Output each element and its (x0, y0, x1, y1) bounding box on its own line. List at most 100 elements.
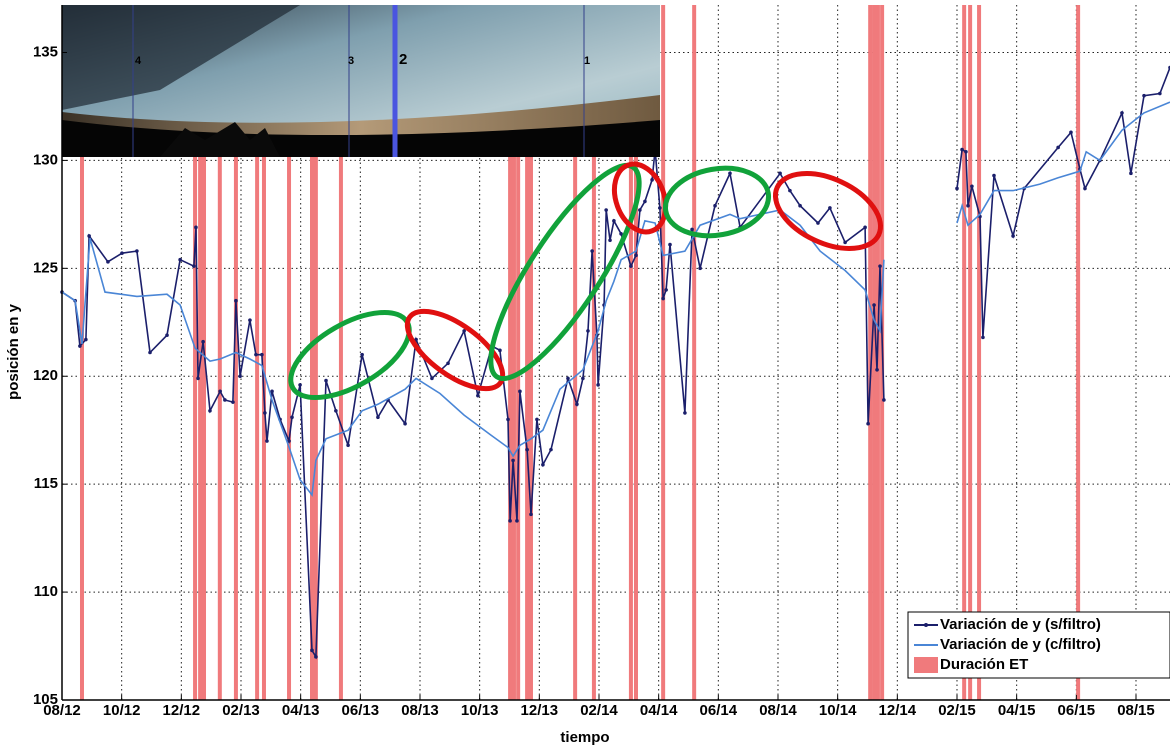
x-tick-label: 04/15 (998, 702, 1036, 719)
x-tick-label: 12/14 (879, 702, 917, 719)
point (430, 376, 434, 381)
event-band (633, 5, 638, 700)
point (78, 344, 82, 348)
point (1056, 145, 1060, 150)
point (310, 648, 314, 653)
point (535, 417, 539, 422)
point (1011, 234, 1015, 238)
event-band (573, 5, 578, 700)
point (1083, 186, 1087, 191)
oval (404, 308, 506, 392)
y-tick-label: 125 (33, 259, 58, 276)
event-band (79, 5, 84, 700)
point (608, 238, 612, 243)
point (872, 303, 876, 307)
x-tick-label: 12/13 (521, 702, 559, 719)
point (638, 208, 642, 212)
event-band (868, 5, 873, 700)
event-band (217, 5, 222, 700)
y-tick-label: 135 (33, 43, 58, 60)
point (619, 231, 623, 236)
point (135, 249, 139, 253)
point (208, 408, 212, 413)
event-band (525, 5, 530, 700)
point (970, 184, 974, 189)
inset-rocks (160, 122, 280, 157)
point (960, 147, 964, 152)
point (263, 411, 267, 415)
point (541, 462, 545, 467)
legend-swatch (914, 657, 938, 673)
event-band (261, 5, 266, 700)
x-tick-label: 12/12 (163, 702, 201, 719)
point (506, 417, 510, 422)
point (1129, 171, 1133, 176)
x-tick-label: 08/12 (43, 702, 81, 719)
point (549, 447, 553, 452)
point (668, 242, 672, 247)
point (476, 393, 480, 398)
legend-box (907, 611, 1170, 679)
event-band (692, 5, 697, 700)
point (566, 376, 570, 381)
point (270, 389, 274, 394)
x-tick-label: 06/13 (342, 702, 380, 719)
point (650, 178, 654, 182)
point (1142, 93, 1146, 98)
point (165, 333, 169, 338)
point (966, 203, 970, 208)
y-tick-label: 110 (34, 583, 58, 600)
point (248, 318, 252, 322)
event-band (1076, 5, 1081, 700)
oval (488, 162, 642, 382)
point (414, 337, 418, 342)
point (238, 374, 242, 379)
point (629, 264, 633, 268)
point (683, 411, 687, 415)
point (84, 337, 88, 342)
point (234, 298, 238, 303)
x-tick-label: 08/14 (759, 702, 797, 719)
event-band (287, 5, 292, 700)
point (634, 253, 638, 258)
event-band (511, 5, 516, 700)
y-axis-label: posición en y (5, 303, 22, 400)
series-line (956, 101, 1170, 227)
event-band (661, 5, 666, 700)
legend: Variación de y (s/filtro) Variación de y … (907, 611, 1170, 679)
y-tick-label: 130 (33, 151, 58, 168)
x-tick-label: 10/13 (461, 702, 499, 719)
inset-photo: 4 3 2 1 (62, 5, 660, 157)
point (511, 458, 515, 463)
point (446, 361, 450, 366)
oval (288, 309, 412, 401)
point (955, 186, 959, 191)
point (690, 227, 694, 232)
x-tick-label: 04/14 (640, 702, 678, 719)
point (866, 421, 870, 426)
point (334, 408, 338, 413)
y-tick-label: 120 (33, 367, 58, 384)
point (265, 439, 269, 443)
point (658, 206, 662, 210)
point (201, 339, 205, 344)
legend-label: Variación de y (s/filtro) (940, 616, 1101, 633)
lines (60, 65, 1170, 660)
point (1069, 130, 1073, 135)
x-tick-label: 02/15 (938, 702, 976, 719)
point (508, 519, 512, 523)
event-band (516, 5, 521, 700)
point (324, 378, 328, 383)
point (196, 376, 200, 381)
point (788, 188, 792, 193)
point (596, 383, 600, 387)
point (290, 415, 294, 420)
point (816, 221, 820, 225)
point (298, 383, 302, 387)
event-band (310, 5, 315, 700)
point (260, 352, 264, 357)
point (798, 203, 802, 208)
axes: tiempo posición en y 105 110 115 120 125 130 1… (5, 5, 1170, 746)
